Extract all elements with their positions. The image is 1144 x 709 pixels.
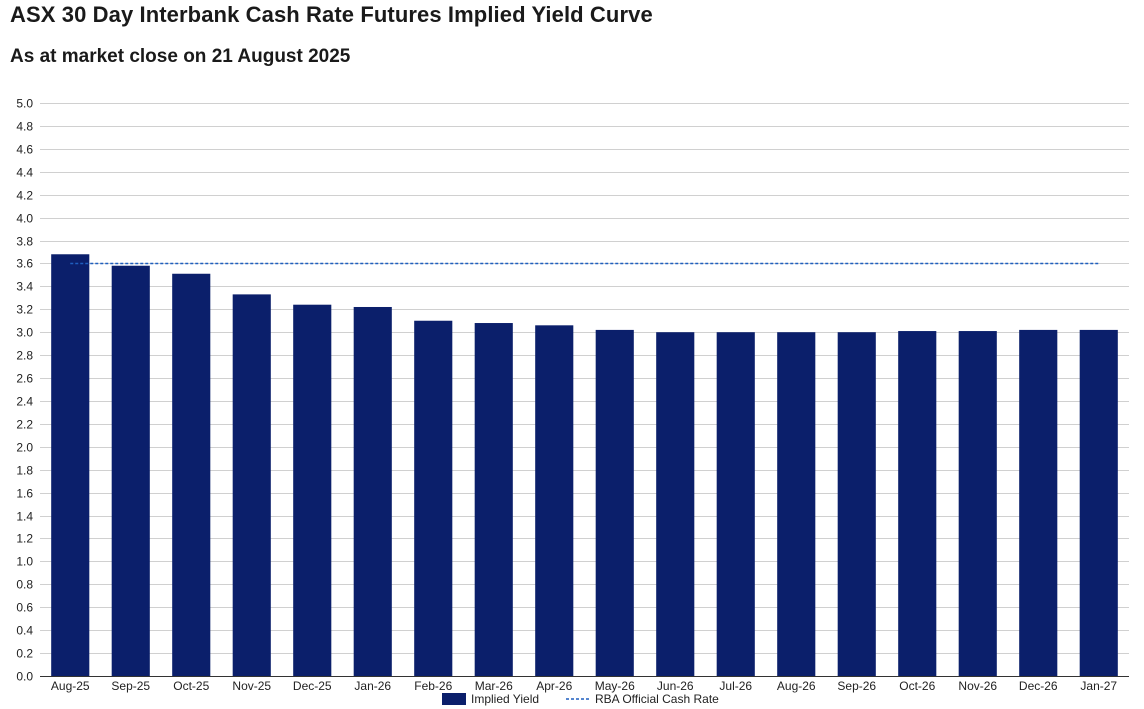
y-tick-label: 3.0 — [16, 326, 33, 340]
chart-subtitle: As at market close on 21 August 2025 — [10, 46, 351, 67]
legend-label-rba-cash-rate: RBA Official Cash Rate — [595, 692, 719, 706]
x-tick-label: Jul-26 — [719, 679, 752, 693]
bar-jan-27 — [1079, 329, 1118, 676]
bar-oct-25 — [172, 273, 211, 676]
x-tick-label: Nov-25 — [232, 679, 271, 693]
chart-title: ASX 30 Day Interbank Cash Rate Futures I… — [10, 2, 653, 27]
y-tick-label: 2.8 — [16, 349, 33, 363]
y-tick-label: 3.6 — [16, 257, 33, 271]
y-tick-label: 3.4 — [16, 280, 33, 294]
legend-swatch-implied-yield — [442, 693, 466, 705]
x-axis-tick-labels: Aug-25 Sep-25 Oct-25 Nov-25 Dec-25 Jan-26 Feb-… — [51, 679, 1118, 693]
x-tick-label: Dec-26 — [1019, 679, 1058, 693]
y-tick-label: 2.4 — [16, 395, 33, 409]
bar-jan-26 — [353, 306, 392, 676]
bar-aug-25 — [51, 254, 90, 676]
x-tick-label: Nov-26 — [958, 679, 997, 693]
bar-apr-26 — [535, 325, 574, 676]
y-tick-label: 1.8 — [16, 464, 33, 478]
x-tick-label: Jun-26 — [657, 679, 694, 693]
legend-label-implied-yield: Implied Yield — [471, 692, 539, 706]
y-tick-label: 4.2 — [16, 189, 33, 203]
y-tick-label: 4.6 — [16, 143, 33, 157]
y-tick-label: 3.2 — [16, 303, 33, 317]
y-tick-label: 2.2 — [16, 418, 33, 432]
y-tick-label: 0.6 — [16, 601, 33, 615]
y-tick-label: 3.8 — [16, 235, 33, 249]
y-axis-tick-labels: 0.0 0.2 0.4 0.6 0.8 1.0 1.2 1.4 1.6 1.8 2.0 2.2 2.4 2… — [16, 97, 33, 684]
x-tick-label: Sep-25 — [111, 679, 150, 693]
x-tick-label: Sep-26 — [837, 679, 876, 693]
bar-jun-26 — [656, 332, 695, 676]
bar-dec-25 — [293, 304, 332, 676]
y-tick-label: 5.0 — [16, 97, 33, 111]
bar-oct-26 — [898, 331, 937, 676]
bar-sep-25 — [111, 265, 150, 676]
x-tick-label: Jan-27 — [1080, 679, 1117, 693]
y-tick-label: 0.8 — [16, 578, 33, 592]
bar-mar-26 — [474, 323, 513, 676]
bar-sep-26 — [837, 332, 876, 676]
x-tick-label: Aug-26 — [777, 679, 816, 693]
bar-feb-26 — [414, 320, 453, 676]
x-tick-label: Apr-26 — [536, 679, 572, 693]
x-tick-label: Mar-26 — [475, 679, 513, 693]
x-tick-label: Oct-25 — [173, 679, 209, 693]
bar-jul-26 — [716, 332, 755, 676]
legend: Implied Yield RBA Official Cash Rate — [442, 692, 719, 706]
y-tick-label: 1.2 — [16, 532, 33, 546]
bar-nov-25 — [232, 294, 271, 676]
x-tick-label: Oct-26 — [899, 679, 935, 693]
y-tick-label: 4.8 — [16, 120, 33, 134]
bar-dec-26 — [1019, 329, 1058, 676]
y-tick-label: 4.0 — [16, 212, 33, 226]
y-tick-label: 4.4 — [16, 166, 33, 180]
y-tick-label: 1.6 — [16, 487, 33, 501]
implied-yield-bars — [51, 254, 1118, 676]
x-tick-label: Aug-25 — [51, 679, 90, 693]
y-tick-label: 1.4 — [16, 510, 33, 524]
y-tick-label: 0.4 — [16, 624, 33, 638]
y-tick-label: 2.0 — [16, 441, 33, 455]
bar-aug-26 — [777, 332, 816, 676]
x-tick-label: Dec-25 — [293, 679, 332, 693]
y-tick-label: 1.0 — [16, 555, 33, 569]
x-tick-label: May-26 — [595, 679, 635, 693]
bar-nov-26 — [958, 331, 997, 676]
x-tick-label: Jan-26 — [354, 679, 391, 693]
bar-may-26 — [595, 329, 634, 676]
y-tick-label: 2.6 — [16, 372, 33, 386]
y-tick-label: 0.2 — [16, 647, 33, 661]
y-tick-label: 0.0 — [16, 670, 33, 684]
x-tick-label: Feb-26 — [414, 679, 452, 693]
